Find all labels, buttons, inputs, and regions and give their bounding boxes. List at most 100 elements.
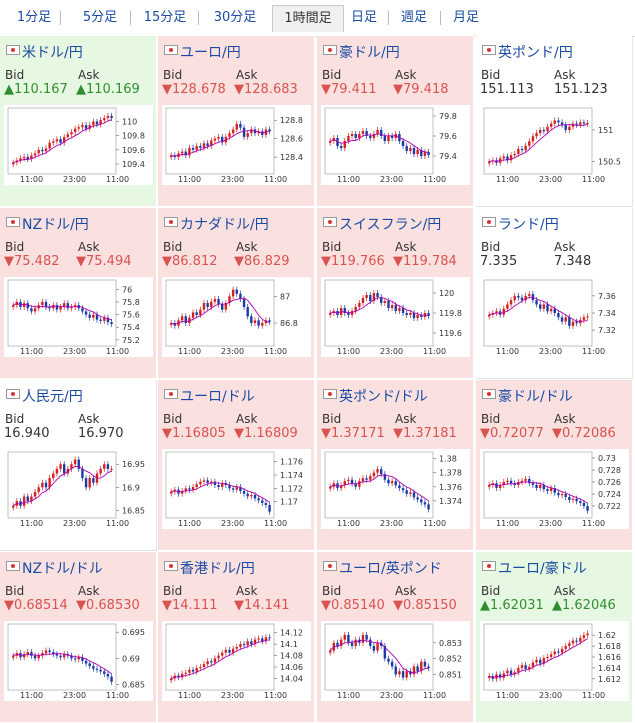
y-tick-label: 1.172 xyxy=(280,484,303,493)
bid-value: ▼14.111 xyxy=(162,598,218,613)
pair-name-link[interactable]: スイスフラン/円 xyxy=(339,217,442,233)
tab-2[interactable]: 5分足 xyxy=(82,10,118,25)
candle-body xyxy=(387,658,390,662)
pair-name-link[interactable]: 香港ドル/円 xyxy=(180,561,255,577)
candle-body xyxy=(553,308,556,313)
ask-value: ▼14.141 xyxy=(234,598,290,613)
price-chart[interactable]: 1.38 1.378 1.376 1.374 11:00 23:00 11:00 xyxy=(321,449,470,529)
candle-body xyxy=(213,481,217,485)
pair-name-link[interactable]: ユーロ/ドル xyxy=(180,389,255,405)
rate-panel[interactable]: 人民元/円 Bid Ask 16.940 16.970 16.95 16.9 16.85 11:… xyxy=(0,380,157,551)
rate-panel[interactable]: 豪ドル/ドル Bid Ask ▼0.72077 ▼0.72086 0.73 0.728 0.7… xyxy=(476,380,633,551)
tab-3[interactable]: 15分足 xyxy=(143,10,187,25)
pair-name-link[interactable]: 英ポンド/円 xyxy=(498,45,573,61)
price-chart[interactable]: 110 109.8 109.6 109.4 11:00 23:00 11:00 xyxy=(4,105,153,185)
price-chart[interactable]: 76 75.8 75.6 75.4 75.2 11:00 23:00 11:00 xyxy=(4,277,153,357)
rate-panel[interactable]: 香港ドル/円 Bid Ask ▼14.111 ▼14.141 14.12 14.1 14.08… xyxy=(158,552,315,723)
rate-panel[interactable]: ユーロ/ドル Bid Ask ▼1.16805 ▼1.16809 1.176 1.174 1.… xyxy=(158,380,315,551)
candle-body xyxy=(30,496,33,502)
rate-panel[interactable]: ユーロ/豪ドル Bid Ask ▲1.62031 ▲1.62046 1.62 1.618 1.… xyxy=(476,552,633,723)
pair-name-link[interactable]: 人民元/円 xyxy=(22,389,83,405)
chart-frame xyxy=(7,623,117,691)
price-chart[interactable]: 151 150.5 11:00 23:00 11:00 xyxy=(480,105,629,185)
pair-name-link[interactable]: NZドル/円 xyxy=(22,217,89,233)
pair-name-link[interactable]: カナダドル/円 xyxy=(180,217,269,233)
price-chart[interactable]: 0.853 0.852 0.851 11:00 23:00 11:00 xyxy=(321,621,470,701)
pair-name-link[interactable]: 豪ドル/円 xyxy=(339,45,400,61)
pair-name-link[interactable]: ユーロ/豪ドル xyxy=(498,561,587,577)
candle-body xyxy=(257,638,260,640)
candle-body xyxy=(231,289,235,297)
candle-body xyxy=(217,136,220,139)
rate-panel[interactable]: NZドル/円 Bid Ask ▼75.482 ▼75.494 76 75.8 75.6 75.4… xyxy=(0,208,157,379)
price-chart[interactable]: 7.36 7.34 7.32 11:00 23:00 11:00 xyxy=(480,277,629,357)
candle-body xyxy=(380,297,383,303)
x-tick-label: 23:00 xyxy=(539,691,562,700)
rate-panel[interactable]: ランド/円 Bid Ask 7.335 7.348 7.36 7.34 7.32 11:00 23… xyxy=(476,208,633,379)
candle-body xyxy=(361,478,365,482)
pair-name-link[interactable]: 英ポンド/ドル xyxy=(339,389,428,405)
candle-body xyxy=(416,150,419,154)
pair-name-link[interactable]: ユーロ/円 xyxy=(180,45,241,61)
currency-flag-icon xyxy=(6,45,20,55)
candle-body xyxy=(339,146,343,148)
candle-body xyxy=(55,654,59,656)
pair-name-link[interactable]: 米ドル/円 xyxy=(22,45,83,61)
tab-7[interactable]: 週足 xyxy=(400,10,427,25)
price-chart[interactable]: 128.8 128.6 128.4 11:00 23:00 11:00 xyxy=(162,105,311,185)
tab-6[interactable]: 日足 xyxy=(350,10,377,25)
rate-panel[interactable]: 豪ドル/円 Bid Ask ▼79.411 ▼79.418 79.8 79.6 79.4 11:… xyxy=(317,36,474,207)
candle-body xyxy=(184,151,187,156)
x-tick-label: 23:00 xyxy=(380,347,403,356)
price-chart[interactable]: 87 86.8 11:00 23:00 11:00 xyxy=(162,277,311,357)
rate-panel[interactable]: ユーロ/英ポンド Bid Ask ▼0.85140 ▼0.85150 0.853 0.852… xyxy=(317,552,474,723)
rate-panel[interactable]: ユーロ/円 Bid Ask ▼128.678 ▼128.683 128.8 128.6 128… xyxy=(158,36,315,207)
bid-value: ▼0.68514 xyxy=(4,598,68,613)
pair-name-link[interactable]: NZドル/ドル xyxy=(22,561,103,577)
candle-body xyxy=(549,654,553,657)
candle-body xyxy=(37,305,40,309)
candle-body xyxy=(228,133,231,137)
candle-body xyxy=(575,640,578,642)
y-tick-label: 16.85 xyxy=(122,506,145,515)
candle-body xyxy=(70,655,73,659)
candle-body xyxy=(210,661,213,663)
flag-emblem-icon xyxy=(328,392,332,396)
price-chart[interactable]: 14.12 14.1 14.08 14.06 14.04 11:00 23:00 11:00 xyxy=(162,621,311,701)
tab-5[interactable]: 1時間足 xyxy=(272,5,344,32)
price-chart[interactable]: 0.695 0.69 0.685 11:00 23:00 11:00 xyxy=(4,621,153,701)
rate-panel[interactable]: スイスフラン/円 Bid Ask ▼119.766 ▼119.784 120 119.8 11… xyxy=(317,208,474,379)
candle-body xyxy=(387,136,390,141)
y-tick-label: 1.174 xyxy=(280,471,303,480)
tab-1[interactable]: 1分足 xyxy=(16,10,52,25)
moving-average-line xyxy=(489,481,588,504)
rate-panel[interactable]: カナダドル/円 Bid Ask ▼86.812 ▼86.829 87 86.8 11:00 23… xyxy=(158,208,315,379)
price-chart[interactable]: 1.62 1.618 1.616 1.614 1.612 11:00 23:00 11:00 xyxy=(480,621,629,701)
rate-panel[interactable]: 英ポンド/ドル Bid Ask ▼1.37171 ▼1.37181 1.38 1.378 1.… xyxy=(317,380,474,551)
price-chart[interactable]: 16.95 16.9 16.85 11:00 23:00 11:00 xyxy=(4,449,153,529)
price-chart[interactable]: 120 119.8 119.6 11:00 23:00 11:00 xyxy=(321,277,470,357)
price-chart[interactable]: 0.73 0.728 0.726 0.724 0.722 11:00 23:00 11:00 xyxy=(480,449,629,529)
price-chart[interactable]: 79.8 79.6 79.4 11:00 23:00 11:00 xyxy=(321,105,470,185)
candle-body xyxy=(564,646,567,649)
bid-value: ▲1.62031 xyxy=(480,598,544,613)
pair-name-link[interactable]: ランド/円 xyxy=(498,217,559,233)
candlestick-chart: 16.95 16.9 16.85 11:00 23:00 11:00 xyxy=(7,451,145,528)
candle-body xyxy=(70,132,73,135)
pair-name-link[interactable]: ユーロ/英ポンド xyxy=(339,561,442,577)
candlestick-chart: 120 119.8 119.6 11:00 23:00 11:00 xyxy=(324,279,462,356)
tab-8[interactable]: 月足 xyxy=(452,10,479,25)
candle-body xyxy=(63,654,66,658)
price-chart[interactable]: 1.176 1.174 1.172 1.17 11:00 23:00 11:00 xyxy=(162,449,311,529)
candle-body xyxy=(542,304,546,309)
candle-body xyxy=(390,661,394,667)
tab-4[interactable]: 30分足 xyxy=(213,10,257,25)
candle-body xyxy=(177,675,180,678)
pair-name-link[interactable]: 豪ドル/ドル xyxy=(498,389,573,405)
rate-panel[interactable]: 米ドル/円 Bid Ask ▲110.167 ▲110.169 110 109.8 109.6… xyxy=(0,36,157,207)
ask-label: Ask xyxy=(395,240,417,254)
candle-body xyxy=(539,485,542,488)
rate-panel[interactable]: 英ポンド/円 Bid Ask 151.113 151.123 151 150.5 11:00 2… xyxy=(476,36,633,207)
candle-body xyxy=(579,637,582,642)
rate-panel[interactable]: NZドル/ドル Bid Ask ▼0.68514 ▼0.68530 0.695 0.69 0.… xyxy=(0,552,157,723)
